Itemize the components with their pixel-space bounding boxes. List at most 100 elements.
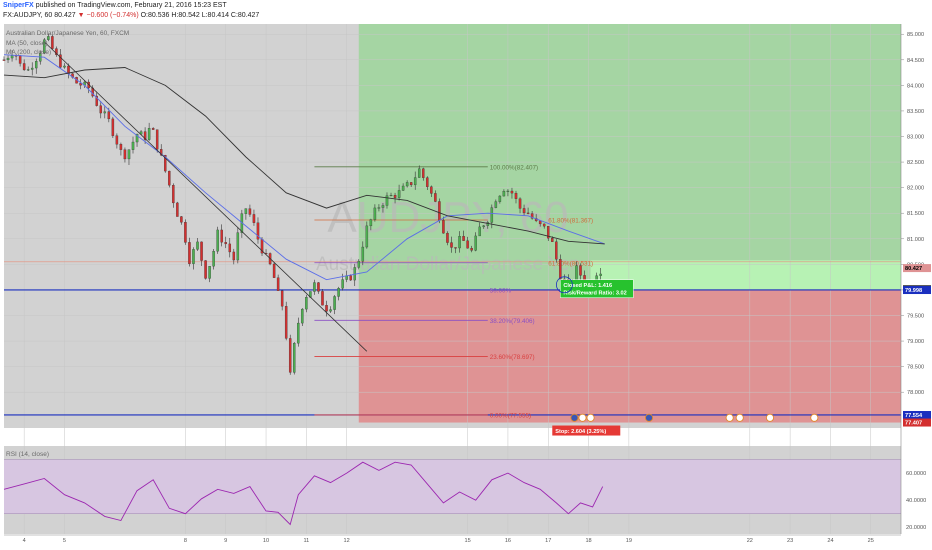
candle [248, 204, 252, 217]
candle [184, 219, 187, 245]
candle [446, 231, 449, 246]
candle-body [373, 207, 377, 220]
candle-body [397, 190, 401, 198]
price-tag-label: 77.407 [905, 421, 922, 427]
candle-body [192, 249, 195, 264]
profit-zone [358, 24, 901, 290]
candle-body [551, 238, 554, 242]
candle [301, 308, 304, 327]
stop-label-box [552, 425, 621, 436]
candle-body [490, 207, 494, 223]
candle [555, 239, 558, 263]
candle [365, 221, 369, 249]
candle [474, 232, 477, 252]
publisher-name[interactable]: SniperFX [3, 2, 34, 9]
candle-body [63, 65, 66, 68]
candle [454, 247, 457, 254]
candle [409, 182, 413, 188]
candle-body [135, 134, 139, 143]
candle-body [369, 219, 373, 227]
ma50-legend[interactable]: MA (50, close) [6, 40, 48, 47]
candle [6, 55, 10, 63]
candle-body [293, 342, 296, 373]
ohlc-values: O:80.536 H:80.542 L:80.414 C:80.427 [140, 12, 260, 19]
ma200-legend[interactable]: MA (200, close) [6, 49, 52, 56]
candle-body [438, 201, 441, 221]
event-marker-icon [578, 413, 587, 422]
candle-body [341, 279, 344, 289]
candle [131, 136, 135, 154]
candle-body [280, 290, 284, 307]
candle-body [212, 251, 215, 267]
time-tick-label: 22 [747, 538, 753, 544]
symbol-label: FX:AUDJPY, 60 [3, 12, 53, 19]
candle [297, 317, 300, 347]
candle-body [466, 240, 469, 249]
candle [212, 248, 215, 270]
candle-body [188, 242, 191, 264]
candle-body [518, 198, 522, 209]
candle-body [288, 338, 292, 373]
rsi-tick-label: 40.0000 [906, 498, 926, 504]
candle [293, 342, 296, 375]
rsi-legend[interactable]: RSI (14, close) [6, 451, 49, 458]
candle [369, 218, 373, 231]
candle [176, 201, 179, 217]
candle [228, 237, 232, 258]
candle [313, 279, 316, 295]
candle [59, 49, 62, 69]
candle-body [95, 95, 98, 106]
candle-body [147, 128, 151, 140]
candle-body [422, 168, 425, 178]
candle [172, 183, 175, 208]
candle-body [127, 149, 131, 160]
candle-body [381, 205, 385, 208]
candle-body [236, 232, 240, 261]
candle [95, 91, 98, 107]
candle-body [498, 195, 502, 202]
candle-body [317, 282, 320, 292]
candle [426, 176, 429, 191]
candle-body [426, 177, 429, 187]
price-tick-label: 78.500 [907, 365, 924, 371]
candle-body [256, 222, 260, 240]
candle-body [333, 296, 336, 310]
open-profit-zone [590, 260, 901, 290]
price-tag [903, 418, 931, 427]
candle [216, 226, 219, 254]
risk-reward-label: Risk/Reward Ratio: 3.02 [563, 291, 626, 297]
candle-body [446, 232, 449, 243]
candle-body [478, 226, 481, 237]
candle-body [546, 226, 550, 239]
candle [280, 289, 284, 311]
candle-body [59, 54, 62, 68]
event-marker-icon [586, 413, 595, 422]
candle-body [252, 214, 256, 223]
candle-body [107, 111, 111, 120]
candle-body [232, 251, 236, 261]
candle [462, 230, 465, 241]
candle [522, 204, 526, 216]
candle-body [599, 273, 602, 276]
fib-label: 0.00%(77.555) [490, 412, 531, 419]
candle [482, 225, 485, 229]
candle [470, 245, 473, 253]
candle-body [462, 236, 465, 241]
time-tick-label: 10 [263, 538, 269, 544]
candle [361, 241, 365, 266]
candle [200, 241, 203, 266]
candle-body [220, 229, 223, 243]
candle [405, 180, 409, 188]
candle [325, 300, 328, 317]
candle [204, 260, 207, 280]
candle [401, 183, 405, 191]
time-tick-label: 18 [585, 538, 591, 544]
candle-body [385, 195, 389, 206]
candle [79, 79, 82, 90]
candle-body [143, 131, 147, 140]
candle-body [35, 61, 38, 69]
candle-body [176, 202, 179, 217]
candle-body [325, 305, 328, 312]
price-tag [903, 411, 931, 420]
